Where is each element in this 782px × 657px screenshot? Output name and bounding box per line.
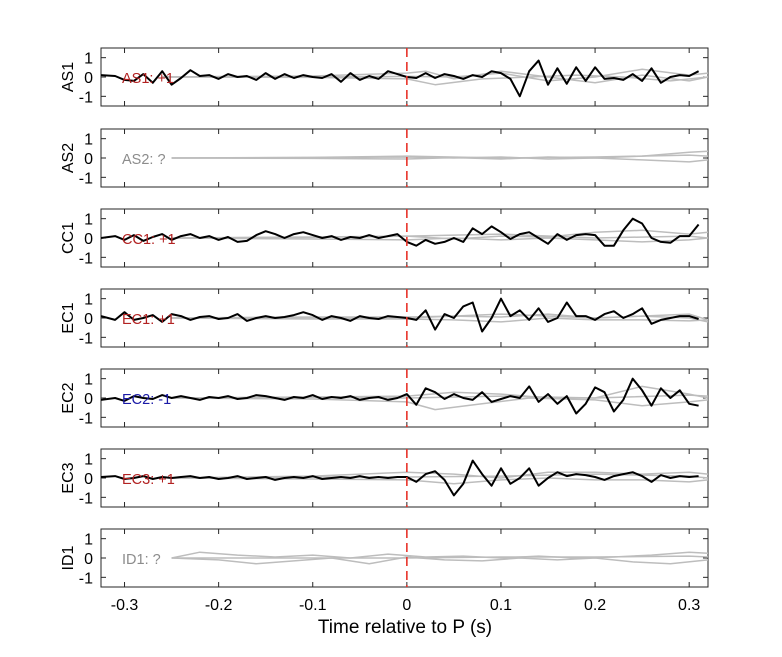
x-tick-label: 0.3 xyxy=(678,597,700,614)
x-tick-label: 0.2 xyxy=(584,597,606,614)
station-label: EC2 xyxy=(60,382,77,413)
polarity-label: AS2: ? xyxy=(122,152,166,168)
x-tick-label: -0.2 xyxy=(205,597,233,614)
traces xyxy=(171,150,708,163)
y-tick-label: -1 xyxy=(79,170,93,187)
y-tick-label: 1 xyxy=(84,132,93,149)
polarity-label: CC1: +1 xyxy=(122,232,176,248)
black-trace xyxy=(101,297,699,333)
polarity-label: EC1: +1 xyxy=(122,312,175,328)
gray-trace xyxy=(171,313,708,321)
traces xyxy=(101,59,708,98)
y-tick-label: -1 xyxy=(79,410,93,427)
panel-as1: -1 0 1 AS1 AS1: +1 xyxy=(60,47,709,107)
traces xyxy=(101,297,708,333)
station-label: AS2 xyxy=(60,143,77,173)
panel-as2: -1 0 1 AS2 AS2: ? xyxy=(60,128,709,188)
y-tick-label: 1 xyxy=(84,51,93,68)
gray-trace xyxy=(171,555,708,559)
station-label: EC1 xyxy=(60,302,77,333)
black-trace xyxy=(101,217,700,247)
panel-id1: -1 0 1 ID1 ID1: ? -0.3 -0.2 -0.1 0 0.1 0.2 0.3 xyxy=(60,528,709,614)
traces xyxy=(171,551,708,565)
y-tick-label: -1 xyxy=(79,250,93,267)
gray-trace xyxy=(162,74,708,86)
x-axis-label: Time relative to P (s) xyxy=(318,617,492,638)
y-tick-label: 0 xyxy=(84,70,93,87)
gray-trace xyxy=(171,317,708,323)
gray-trace xyxy=(171,397,708,411)
y-tick-label: 1 xyxy=(84,532,93,549)
y-tick-label: -1 xyxy=(79,490,93,507)
station-label: EC3 xyxy=(60,462,77,493)
x-tick-label: 0.1 xyxy=(490,597,512,614)
polarity-label: EC2: -1 xyxy=(122,392,171,408)
traces xyxy=(101,459,708,497)
y-tick-label: 0 xyxy=(84,391,93,408)
black-trace xyxy=(101,459,699,497)
x-tick-label: -0.3 xyxy=(111,597,139,614)
black-trace xyxy=(101,59,700,98)
panel-cc1: -1 0 1 CC1 CC1: +1 xyxy=(60,208,709,268)
y-tick-label: -1 xyxy=(79,570,93,587)
y-tick-label: 1 xyxy=(84,292,93,309)
x-tick-label: 0 xyxy=(402,597,411,614)
y-tick-label: -1 xyxy=(79,330,93,347)
gray-trace xyxy=(171,556,708,565)
polarity-label: AS1: +1 xyxy=(122,71,174,87)
polarity-label: ID1: ? xyxy=(122,552,161,568)
panel-ec3: -1 0 1 EC3 EC3: +1 xyxy=(60,448,709,508)
gray-trace xyxy=(171,154,708,159)
y-tick-label: 0 xyxy=(84,151,93,168)
station-label: ID1 xyxy=(60,545,77,570)
x-tick-label: -0.1 xyxy=(299,597,327,614)
gray-trace xyxy=(171,477,708,485)
y-tick-label: 1 xyxy=(84,452,93,469)
panel-ec1: -1 0 1 EC1 EC1: +1 xyxy=(60,288,709,348)
y-tick-label: 0 xyxy=(84,471,93,488)
y-tick-label: -1 xyxy=(79,89,93,106)
traces xyxy=(101,377,708,415)
panels-group: -1 0 1 AS1 AS1: +1 -1 0 1 AS2 AS2: ? -1 0 1 CC1 CC1: +… xyxy=(60,47,709,614)
y-tick-label: 0 xyxy=(84,311,93,328)
station-label: AS1 xyxy=(60,62,77,92)
y-tick-label: 1 xyxy=(84,372,93,389)
black-trace xyxy=(101,377,699,415)
polarity-label: EC3: +1 xyxy=(122,472,175,488)
y-tick-label: 1 xyxy=(84,212,93,229)
station-label: CC1 xyxy=(60,222,77,254)
panel-ec2: -1 0 1 EC2 EC2: -1 xyxy=(60,368,709,428)
gray-trace xyxy=(171,237,708,243)
y-tick-label: 0 xyxy=(84,231,93,248)
gray-trace xyxy=(171,394,708,399)
y-tick-label: 0 xyxy=(84,551,93,568)
traces xyxy=(101,217,708,247)
